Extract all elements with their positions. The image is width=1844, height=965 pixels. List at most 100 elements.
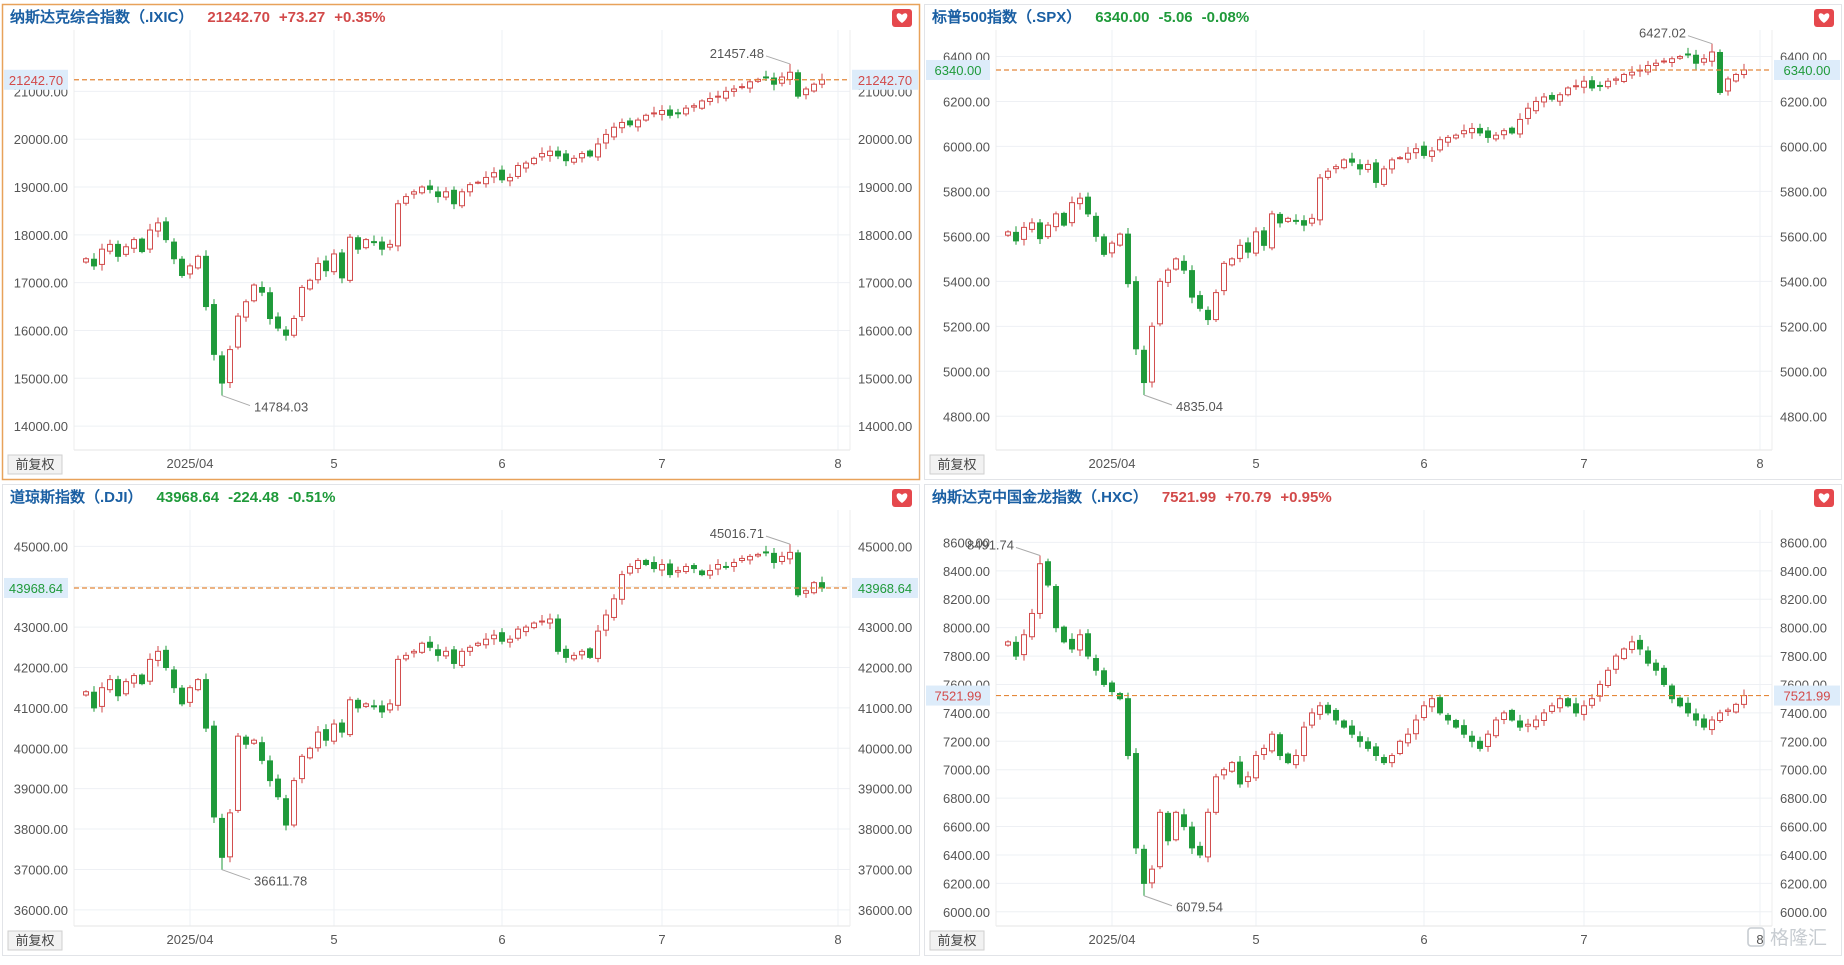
candle xyxy=(355,697,361,713)
candle xyxy=(1613,76,1619,85)
chart-title: 道琼斯指数（.DJI） 43968.64 -224.48 -0.51% xyxy=(10,488,336,506)
candle xyxy=(1077,629,1083,657)
candle xyxy=(539,614,545,626)
candle xyxy=(771,548,777,569)
candle xyxy=(1109,240,1115,258)
candle xyxy=(251,283,257,303)
candle xyxy=(627,117,633,128)
y-tick-label-left: 6400.00 xyxy=(943,848,990,863)
candle xyxy=(1429,694,1435,713)
candle xyxy=(395,655,401,711)
candle xyxy=(1533,96,1539,114)
candle xyxy=(83,690,89,697)
candle xyxy=(1509,126,1515,135)
candle xyxy=(811,82,817,93)
candle xyxy=(411,189,417,199)
candle xyxy=(1605,667,1611,688)
candle xyxy=(1013,226,1019,245)
y-tick-label-right: 39000.00 xyxy=(858,782,912,797)
candle xyxy=(323,255,329,277)
candle xyxy=(419,641,425,654)
candle xyxy=(363,237,369,250)
candle xyxy=(419,185,425,195)
candle xyxy=(619,118,625,134)
candle xyxy=(83,257,89,264)
y-tick-label-left: 16000.00 xyxy=(14,323,68,338)
candle xyxy=(795,549,801,598)
candle xyxy=(171,666,177,694)
candle xyxy=(691,563,697,574)
last-price-tag-left: 21242.70 xyxy=(4,69,68,90)
candle xyxy=(1181,255,1187,275)
candle xyxy=(179,256,185,278)
candle xyxy=(1685,697,1691,717)
y-tick-label-right: 38000.00 xyxy=(858,822,912,837)
candle xyxy=(1437,694,1443,716)
heart-icon[interactable] xyxy=(892,489,912,507)
candle xyxy=(1389,753,1395,768)
x-tick-label: 5 xyxy=(330,932,337,947)
y-tick-label-left: 7200.00 xyxy=(943,734,990,749)
candle xyxy=(587,149,593,158)
candle xyxy=(603,129,609,150)
candle xyxy=(1125,227,1131,288)
candle xyxy=(1093,212,1099,242)
candle xyxy=(1493,716,1499,739)
candle xyxy=(1573,697,1579,717)
candle xyxy=(643,113,649,122)
candle xyxy=(1253,227,1259,257)
candles xyxy=(83,544,825,870)
candle xyxy=(723,86,729,102)
candle xyxy=(499,628,505,645)
candle xyxy=(595,625,601,663)
candle xyxy=(91,253,97,270)
candle xyxy=(1493,132,1499,142)
candle xyxy=(107,239,113,255)
x-tick-label: 6 xyxy=(498,456,505,471)
candle xyxy=(1301,215,1307,232)
y-tick-label-left: 7800.00 xyxy=(943,649,990,664)
candle xyxy=(779,551,785,565)
adjust-button[interactable]: 前复权 xyxy=(929,930,985,951)
low-label: 14784.03 xyxy=(254,400,308,415)
candle xyxy=(1181,808,1187,831)
svg-text:6340.00: 6340.00 xyxy=(1784,63,1831,78)
x-tick-label: 5 xyxy=(1252,456,1259,471)
candle xyxy=(747,554,753,565)
chart-title: 纳斯达克综合指数（.IXIC） 21242.70 +73.27 +0.35% xyxy=(10,8,386,26)
adjust-button[interactable]: 前复权 xyxy=(7,930,63,951)
candle xyxy=(115,240,121,262)
candle xyxy=(491,629,497,645)
candle xyxy=(1213,289,1219,322)
candle xyxy=(1197,290,1203,312)
low-label: 6079.54 xyxy=(1176,900,1223,915)
candle xyxy=(1557,92,1563,106)
candle xyxy=(1485,730,1491,752)
candle xyxy=(683,563,689,574)
y-tick-label-left: 36000.00 xyxy=(14,903,68,918)
index-change-pct: -0.08% xyxy=(1202,9,1250,26)
candle xyxy=(659,105,665,121)
candle xyxy=(331,719,337,745)
adjust-button[interactable]: 前复权 xyxy=(929,454,985,475)
y-tick-label-left: 6000.00 xyxy=(943,139,990,154)
index-change: -5.06 xyxy=(1158,9,1192,26)
index-price: 43968.64 xyxy=(157,489,220,506)
candle xyxy=(1189,265,1195,304)
y-tick-label-left: 5800.00 xyxy=(943,184,990,199)
heart-icon[interactable] xyxy=(1814,9,1834,27)
candle xyxy=(579,648,585,660)
candle xyxy=(1709,716,1715,735)
heart-icon[interactable] xyxy=(1814,489,1834,507)
svg-text:6340.00: 6340.00 xyxy=(935,63,982,78)
candle xyxy=(563,150,569,167)
candle xyxy=(1069,196,1075,227)
candle xyxy=(1333,708,1339,725)
candle xyxy=(275,774,281,800)
y-tick-label-left: 5200.00 xyxy=(943,319,990,334)
candles xyxy=(1005,555,1747,896)
y-tick-label-left: 6200.00 xyxy=(943,876,990,891)
heart-icon[interactable] xyxy=(892,9,912,27)
adjust-button[interactable]: 前复权 xyxy=(7,454,63,475)
y-tick-label-right: 7400.00 xyxy=(1780,706,1827,721)
